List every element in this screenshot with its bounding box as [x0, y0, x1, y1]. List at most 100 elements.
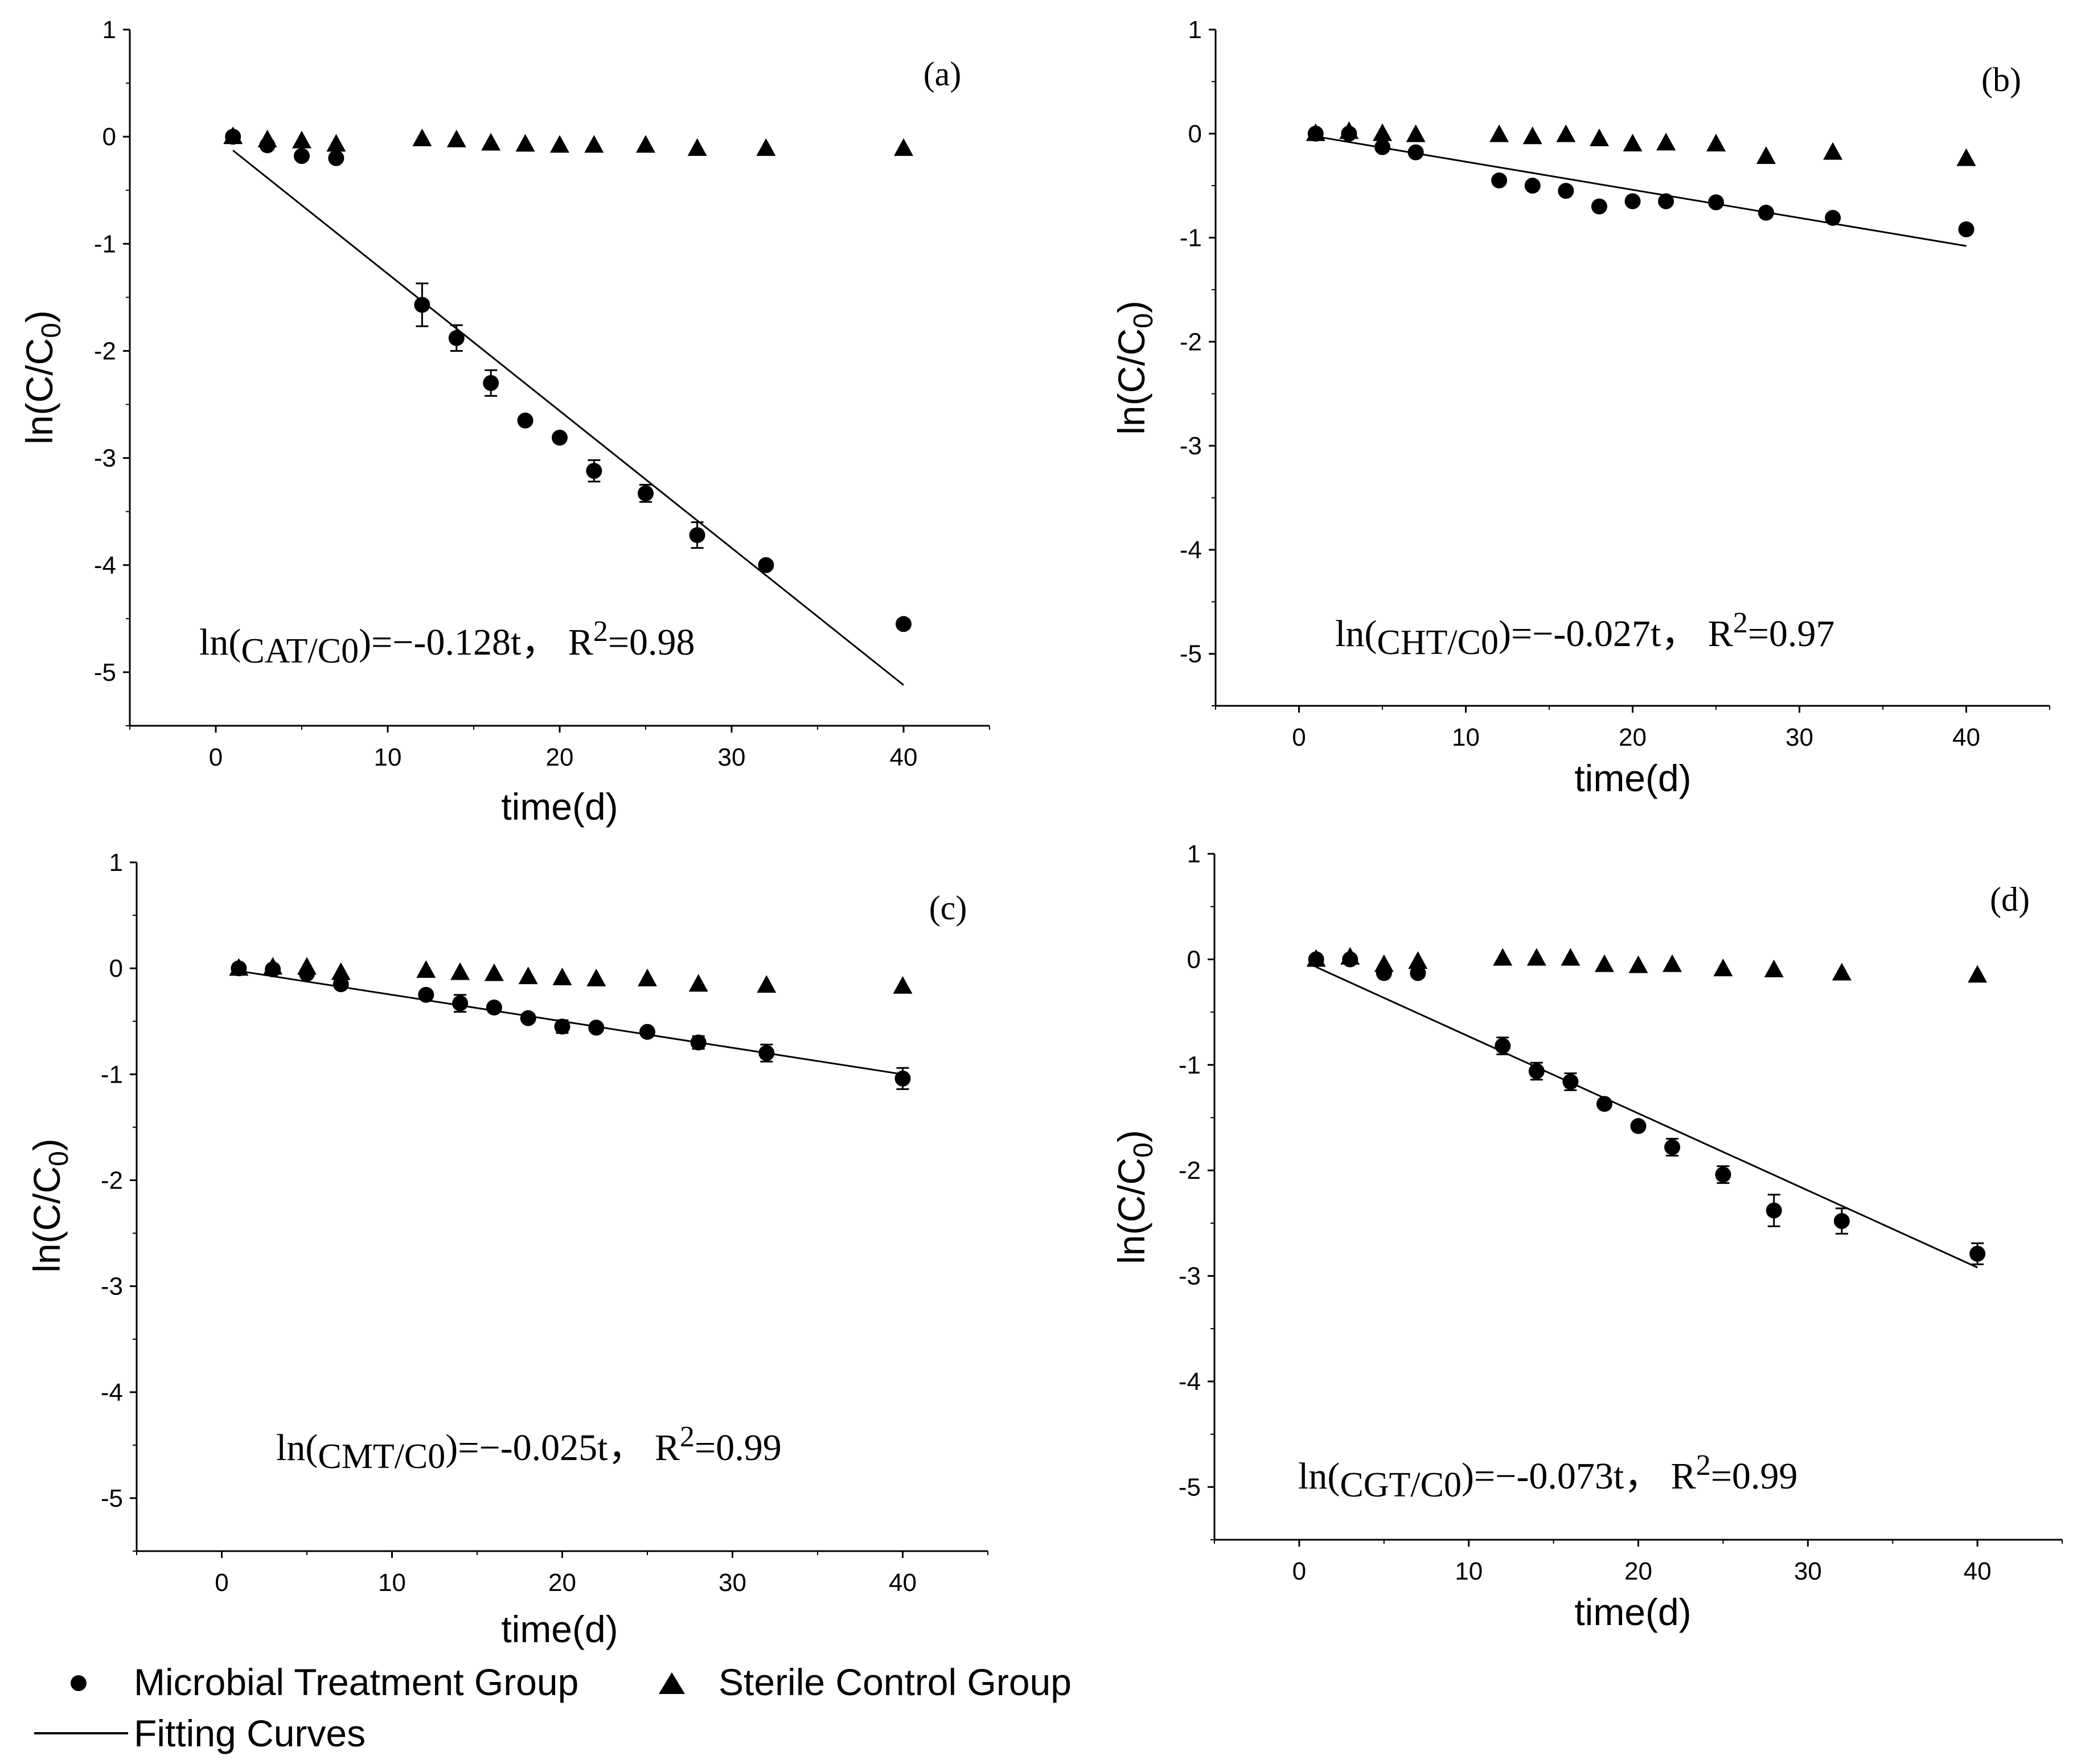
sterile-point: [229, 958, 249, 976]
sterile-point: [1373, 123, 1392, 141]
y-tick-label: -1: [1179, 1051, 1201, 1079]
microbial-point: [1766, 1202, 1782, 1219]
sterile-point: [326, 134, 346, 152]
microbial-point: [1758, 204, 1774, 221]
sterile-point: [1561, 948, 1581, 966]
sterile-point: [552, 967, 572, 985]
y-tick-label: -5: [1179, 1473, 1201, 1501]
fit-equation: ln(CMT/C0)=−-0.025t， R2=0.99: [276, 1421, 782, 1476]
microbial-point: [1969, 1245, 1986, 1262]
y-tick-label: -3: [1180, 432, 1202, 460]
microbial-point: [1630, 1118, 1647, 1134]
microbial-point: [333, 976, 349, 993]
microbial-point: [1708, 194, 1724, 211]
sterile-point: [1589, 128, 1609, 146]
sterile-point: [1756, 146, 1776, 164]
x-tick-label: 30: [1786, 723, 1813, 751]
sterile-point: [416, 960, 436, 978]
x-tick-label: 30: [1794, 1557, 1822, 1585]
sterile-point: [1663, 954, 1682, 972]
x-tick-label: 0: [215, 1569, 228, 1597]
sterile-point: [1306, 123, 1325, 141]
microbial-point: [554, 1018, 570, 1035]
y-tick-label: -3: [101, 1273, 123, 1301]
microbial-point: [1833, 1213, 1850, 1230]
sterile-point: [1339, 121, 1359, 139]
sterile-point: [481, 133, 501, 151]
chart-panel-a: 10-1-2-3-4-50 10 20 30 40time(d)ln(C/C0)(a)l…: [18, 16, 990, 828]
microbial-point: [1664, 1139, 1681, 1156]
fit-equation: ln(CAT/C0)=−-0.128t， R2=0.98: [199, 615, 695, 671]
microbial-point: [1596, 1096, 1612, 1112]
sterile-point: [1374, 954, 1394, 972]
fit-line: [239, 970, 903, 1075]
x-tick-label: 10: [374, 743, 402, 771]
sterile-point: [1489, 124, 1509, 142]
y-axis-title: ln(C/C0): [1110, 301, 1159, 435]
sterile-point: [1713, 959, 1733, 977]
panel-label: (b): [1981, 61, 2021, 98]
sterile-point: [1493, 948, 1513, 966]
sterile-point: [757, 974, 777, 993]
y-axis-title: ln(C/C0): [18, 310, 67, 445]
sterile-point: [1656, 133, 1676, 151]
y-tick-label: -4: [1180, 536, 1202, 564]
microbial-point: [483, 375, 499, 391]
panel-label: (c): [929, 889, 967, 927]
microbial-point: [894, 1070, 911, 1087]
chart-panel-c: 10-1-2-3-4-50 10 20 30 40time(d)ln(C/C0)(c)l…: [26, 849, 988, 1650]
x-tick-label: 20: [1624, 1557, 1652, 1585]
fit-line: [1315, 135, 1967, 247]
sterile-point: [584, 135, 604, 153]
microbial-point: [1562, 1074, 1579, 1090]
sterile-point: [1306, 949, 1326, 967]
microbial-point: [1715, 1166, 1731, 1183]
x-tick-label: 10: [378, 1569, 406, 1597]
x-axis-title: time(d): [501, 786, 618, 828]
microbial-point: [294, 148, 310, 165]
x-tick-label: 40: [890, 743, 918, 771]
microbial-point: [1658, 193, 1674, 209]
chart-panel-b: 10-1-2-3-4-50 10 20 30 40time(d)ln(C/C0)(b)l…: [1110, 16, 2050, 799]
legend-circle-marker: [71, 1675, 87, 1691]
microbial-point: [418, 986, 434, 1003]
microbial-point: [517, 412, 533, 429]
microbial-point: [1491, 172, 1508, 189]
y-tick-label: -2: [101, 1166, 123, 1194]
sterile-point: [450, 962, 470, 980]
y-tick-label: -1: [101, 1060, 123, 1088]
microbial-point: [1558, 183, 1574, 199]
sterile-point: [1526, 948, 1546, 966]
microbial-point: [638, 485, 654, 501]
x-tick-label: 40: [889, 1569, 917, 1597]
microbial-point: [1524, 178, 1541, 194]
y-tick-label: -2: [1179, 1157, 1201, 1185]
sterile-point: [1628, 955, 1648, 973]
microbial-point: [1825, 209, 1841, 226]
x-tick-label: 20: [546, 743, 574, 771]
x-tick-label: 40: [1964, 1557, 1992, 1585]
y-tick-label: -5: [101, 1485, 123, 1512]
fit-line: [232, 150, 904, 686]
x-tick-label: 0: [1292, 1557, 1306, 1585]
x-axis-title: time(d): [501, 1608, 618, 1650]
y-tick-label: -3: [1179, 1263, 1201, 1290]
microbial-point: [1958, 221, 1975, 237]
sterile-point: [636, 135, 655, 153]
x-tick-label: 20: [1619, 723, 1647, 751]
microbial-point: [1374, 139, 1390, 155]
x-tick-label: 30: [718, 743, 746, 771]
sterile-point: [1522, 126, 1542, 145]
x-tick-label: 20: [548, 1569, 576, 1597]
microbial-point: [328, 150, 344, 166]
sterile-point: [331, 962, 351, 980]
sterile-point: [1968, 965, 1988, 983]
sterile-point: [1408, 951, 1428, 969]
y-axis-title: ln(C/C0): [26, 1138, 74, 1273]
sterile-point: [515, 134, 535, 152]
y-tick-label: -3: [94, 445, 116, 472]
microbial-point: [690, 1034, 707, 1051]
microbial-point: [452, 995, 469, 1011]
chart-panel-d: 10-1-2-3-4-50 10 20 30 40time(d)ln(C/C0)(d)l…: [1110, 840, 2063, 1633]
y-axis-title: ln(C/C0): [1110, 1130, 1159, 1264]
